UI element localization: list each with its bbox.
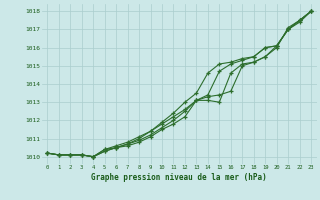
X-axis label: Graphe pression niveau de la mer (hPa): Graphe pression niveau de la mer (hPa) — [91, 173, 267, 182]
